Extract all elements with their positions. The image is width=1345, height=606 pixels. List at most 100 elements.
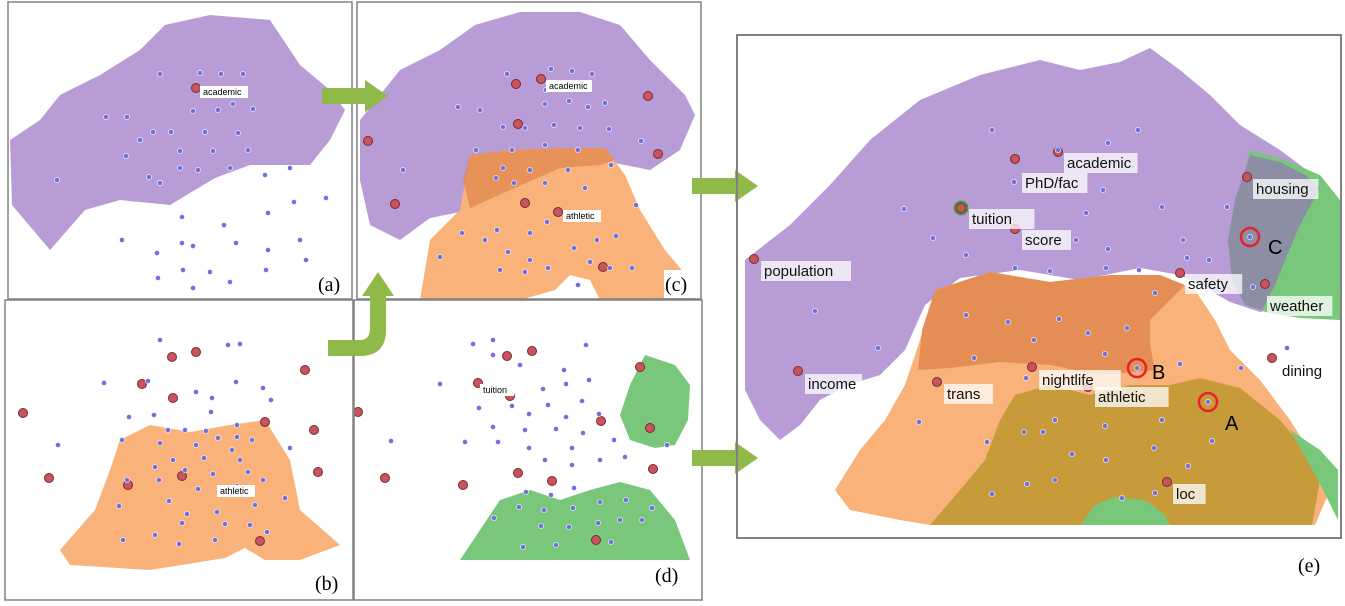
college-dot xyxy=(1159,204,1165,210)
college-dot xyxy=(462,439,468,445)
college-dot xyxy=(119,237,125,243)
college-dot xyxy=(437,254,443,260)
academic-label: academic xyxy=(549,81,588,91)
college-dot xyxy=(1105,140,1111,146)
college-dot xyxy=(201,455,207,461)
college-dot xyxy=(207,269,213,275)
college-dot xyxy=(930,235,936,241)
attribute-dot xyxy=(635,362,645,372)
attribute-dot xyxy=(1242,172,1252,182)
college-dot xyxy=(260,385,266,391)
tuition-label: tuition xyxy=(972,211,1012,228)
college-dot xyxy=(544,219,550,225)
college-dot xyxy=(1119,495,1125,501)
college-dot xyxy=(565,167,571,173)
college-dot xyxy=(569,68,575,74)
green-region-top xyxy=(620,355,690,448)
college-dot xyxy=(1024,481,1030,487)
attribute-dot xyxy=(653,149,663,159)
college-dot xyxy=(1023,375,1029,381)
college-dot xyxy=(540,386,546,392)
athletic-label: athletic xyxy=(566,211,595,221)
college-dot xyxy=(538,523,544,529)
college-dot xyxy=(235,130,241,136)
college-dot xyxy=(215,107,221,113)
college-dot xyxy=(571,485,577,491)
college-dot xyxy=(1206,257,1212,263)
college-dot xyxy=(875,345,881,351)
phd-fac-label: PhD/fac xyxy=(1025,175,1079,192)
panel-e-frame xyxy=(736,34,1342,539)
college-dot xyxy=(582,185,588,191)
arrow-b-to-c xyxy=(328,272,394,356)
college-dot xyxy=(1152,490,1158,496)
college-dot xyxy=(287,165,293,171)
college-dot xyxy=(155,275,161,281)
college-dot xyxy=(1135,127,1141,133)
college-dot xyxy=(1247,234,1253,240)
college-dot xyxy=(1152,290,1158,296)
academic-region xyxy=(360,12,695,240)
attribute-dot xyxy=(520,198,530,208)
attribute-dot xyxy=(255,536,265,546)
college-dot xyxy=(195,486,201,492)
college-dot xyxy=(210,148,216,154)
college-dot xyxy=(1209,438,1215,444)
attribute-dot xyxy=(313,467,323,477)
attribute-dot xyxy=(168,393,178,403)
athletic-label-bg xyxy=(563,210,601,222)
college-dot xyxy=(1103,265,1109,271)
college-dot xyxy=(490,424,496,430)
college-dot xyxy=(1250,284,1256,290)
college-dot xyxy=(1102,351,1108,357)
safety-label: safety xyxy=(1188,276,1229,293)
college-dot xyxy=(585,104,591,110)
attribute-dot xyxy=(44,473,54,483)
dining-label: dining xyxy=(1282,363,1322,380)
college-dot xyxy=(522,269,528,275)
college-dot xyxy=(505,249,511,255)
college-dot xyxy=(229,447,235,453)
attribute-dot xyxy=(380,473,390,483)
college-dot xyxy=(214,509,220,515)
college-dot xyxy=(437,381,443,387)
attribute-dot xyxy=(309,425,319,435)
college-dot xyxy=(215,435,221,441)
academic-label: academic xyxy=(203,87,242,97)
college-dot xyxy=(190,285,196,291)
attribute-dot xyxy=(458,480,468,490)
trans-label: trans xyxy=(947,386,980,403)
college-dot xyxy=(227,279,233,285)
panel-e-labels: academic PhD/fac tuition score population hou… xyxy=(761,153,1337,504)
population-label: population xyxy=(764,263,833,280)
college-dot xyxy=(548,492,554,498)
college-dot xyxy=(209,395,215,401)
college-dot xyxy=(494,227,500,233)
panel-a-dots xyxy=(54,70,329,291)
green-region-bottom xyxy=(1080,497,1170,525)
college-dot xyxy=(569,445,575,451)
college-dot xyxy=(470,341,476,347)
college-dot xyxy=(233,240,239,246)
college-dot xyxy=(287,445,293,451)
college-dot xyxy=(596,411,602,417)
athletic-label: athletic xyxy=(220,486,249,496)
college-dot xyxy=(203,428,209,434)
college-dot xyxy=(1238,365,1244,371)
college-dot xyxy=(490,352,496,358)
college-dot xyxy=(221,222,227,228)
college-dot xyxy=(500,165,506,171)
marker-c: C xyxy=(1268,237,1282,259)
college-dot xyxy=(237,457,243,463)
college-dot xyxy=(493,175,499,181)
nightlife-label: nightlife xyxy=(1042,372,1094,389)
college-dot xyxy=(145,378,151,384)
college-dot xyxy=(526,411,532,417)
college-dot xyxy=(473,147,479,153)
college-dot xyxy=(150,129,156,135)
marker-b: B xyxy=(1152,362,1165,384)
college-dot xyxy=(1134,365,1140,371)
attribute-dot xyxy=(511,79,521,89)
college-dot xyxy=(126,414,132,420)
college-dot xyxy=(607,265,613,271)
